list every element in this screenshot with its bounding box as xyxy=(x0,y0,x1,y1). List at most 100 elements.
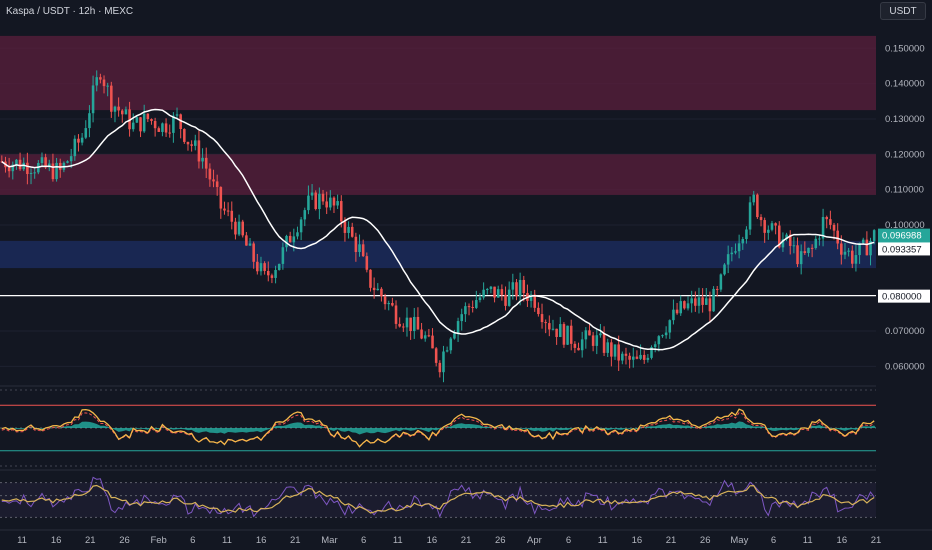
candle-body xyxy=(124,109,128,115)
price-tag-label: 0.093357 xyxy=(882,244,922,255)
time-tick-label: 16 xyxy=(837,535,848,546)
candle-body xyxy=(18,159,22,170)
candle-body xyxy=(464,306,467,315)
candle-body xyxy=(212,179,215,182)
candle-body xyxy=(186,141,190,145)
price-tag-line xyxy=(878,289,930,303)
candle-body xyxy=(427,335,431,337)
candle-body xyxy=(29,172,33,174)
price-tick-label: 0.100000 xyxy=(885,220,925,231)
candle-body xyxy=(343,221,347,233)
candle-body xyxy=(467,306,471,308)
candle-body xyxy=(197,140,201,162)
candle-body xyxy=(701,297,704,305)
candle-body xyxy=(599,333,602,336)
candle-body xyxy=(577,347,580,351)
candle-body xyxy=(84,128,88,138)
candle-body xyxy=(99,77,102,80)
candle-body xyxy=(259,263,263,272)
candle-body xyxy=(752,194,756,203)
candle-body xyxy=(66,161,69,163)
candle-body xyxy=(230,210,234,222)
candle-body xyxy=(745,229,748,240)
candle-body xyxy=(631,356,635,360)
candle-body xyxy=(102,79,106,87)
candle-body xyxy=(639,354,642,359)
candle-body xyxy=(719,274,723,290)
candle-body xyxy=(299,219,303,233)
candle-body xyxy=(854,255,858,264)
candle-body xyxy=(296,232,299,237)
candle-body xyxy=(318,193,321,210)
candle-body xyxy=(621,353,624,361)
candle-body xyxy=(650,347,653,358)
candle-body xyxy=(825,217,829,220)
candle-body xyxy=(241,221,245,236)
candle-body xyxy=(161,123,164,132)
candle-body xyxy=(456,321,460,334)
price-tick-label: 0.140000 xyxy=(885,79,925,90)
time-tick-label: 26 xyxy=(495,535,506,546)
rsi-pane: 25.0055.7451.99 xyxy=(0,469,932,528)
candle-body xyxy=(642,354,646,360)
candle-body xyxy=(303,210,307,220)
candle-body xyxy=(139,117,142,132)
candle-body xyxy=(675,309,679,314)
candle-body xyxy=(358,244,361,253)
time-tick-label: 21 xyxy=(666,535,677,546)
time-tick-label: 26 xyxy=(700,535,711,546)
candle-body xyxy=(398,323,401,327)
time-axis: 11 16 21 26 Feb 6 11 16 21 Mar 6 11 16 21 26 Apr 6 11 16 21… xyxy=(0,529,932,546)
candle-body xyxy=(595,335,599,346)
candle-body xyxy=(77,138,80,143)
candle-body xyxy=(281,247,285,264)
candle-body xyxy=(80,137,84,143)
candle-body xyxy=(544,322,547,324)
candle-body xyxy=(569,325,573,344)
candle-body xyxy=(872,230,876,241)
candle-body xyxy=(475,300,478,308)
candle-body xyxy=(380,288,383,297)
candle-body xyxy=(394,305,398,324)
zone-resistance-upper xyxy=(0,35,876,111)
candle-body xyxy=(7,167,11,172)
candle-body xyxy=(117,106,120,111)
candle-body xyxy=(270,275,274,278)
candle-body xyxy=(610,342,613,357)
candle-body xyxy=(759,217,763,221)
time-tick-label: 26 xyxy=(119,535,130,546)
candle-body xyxy=(511,282,515,290)
candle-body xyxy=(175,114,179,116)
candle-body xyxy=(292,236,296,243)
candle-body xyxy=(777,225,781,248)
candle-body xyxy=(113,106,117,112)
candle-body xyxy=(277,263,281,271)
candle-body xyxy=(690,298,693,304)
candle-body xyxy=(237,221,241,235)
candle-body xyxy=(686,303,690,309)
candle-body xyxy=(485,289,489,291)
time-tick-label: 6 xyxy=(566,535,571,546)
candle-body xyxy=(369,269,372,288)
candle-body xyxy=(708,298,712,312)
price-zones xyxy=(0,35,876,297)
candle-body xyxy=(252,243,255,262)
candle-body xyxy=(807,247,810,254)
price-tick-label: 0.130000 xyxy=(885,114,925,125)
time-tick-label: 21 xyxy=(290,535,301,546)
time-tick-label: 21 xyxy=(871,535,882,546)
candle-body xyxy=(591,335,595,346)
candle-body xyxy=(661,335,664,337)
candle-body xyxy=(288,235,292,243)
candle-body xyxy=(646,357,650,360)
time-tick-label: 6 xyxy=(771,535,776,546)
price-tick-label: 0.110000 xyxy=(885,185,924,196)
currency-button[interactable]: USDT xyxy=(880,2,926,20)
candle-body xyxy=(515,282,518,297)
candle-body xyxy=(635,356,639,359)
candle-body xyxy=(496,289,500,298)
candle-body xyxy=(44,157,47,168)
candle-body xyxy=(741,239,745,244)
candle-body xyxy=(858,242,861,256)
